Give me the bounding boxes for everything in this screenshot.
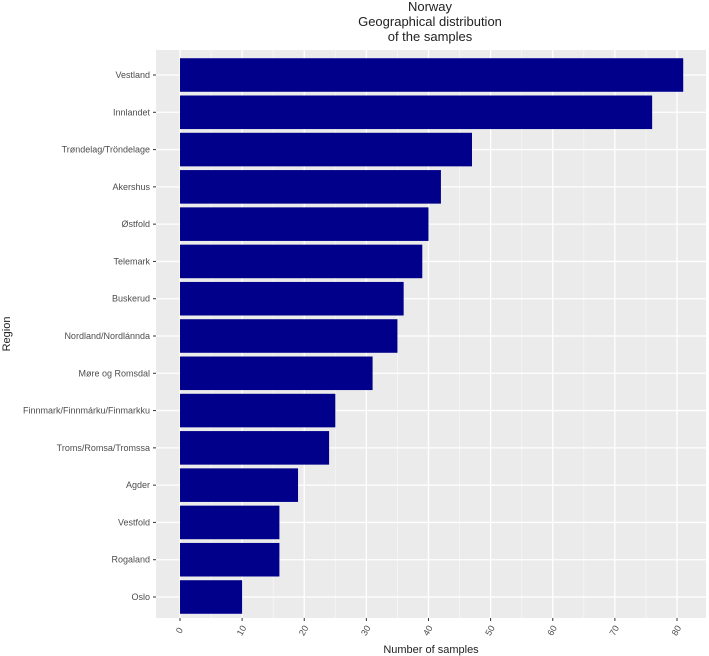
x-tick-label: 0	[174, 626, 185, 635]
y-tick-label: Innlandet	[113, 107, 151, 117]
bar	[180, 431, 330, 465]
bar	[180, 505, 280, 540]
bar	[180, 170, 441, 204]
y-axis-title: Region	[1, 317, 13, 352]
bar	[180, 319, 398, 353]
x-tick-label: 60	[545, 624, 559, 638]
y-tick-label: Telemark	[113, 256, 150, 266]
x-tick-label: 70	[607, 624, 621, 638]
chart-title-line-1: Norway	[408, 0, 453, 14]
y-tick-label: Troms/Romsa/Tromssa	[57, 443, 150, 453]
bar	[180, 542, 280, 577]
bar	[180, 393, 336, 428]
y-tick-label: Trøndelag/Tröndelage	[62, 145, 150, 155]
bar	[180, 132, 472, 167]
bars	[180, 58, 684, 614]
y-tick-label: Rogaland	[111, 555, 150, 565]
bar	[180, 468, 299, 502]
bar	[180, 207, 429, 241]
y-tick-label: Finnmark/Finnmárku/Finmarkku	[23, 406, 150, 416]
bar	[180, 356, 373, 391]
x-tick-labels: 0 10 20 30 40 50 60 70 80	[174, 618, 683, 637]
y-tick-label: Østfold	[121, 219, 150, 229]
bar	[180, 281, 404, 316]
y-tick-label: Agder	[126, 480, 150, 490]
bar	[180, 95, 653, 130]
y-tick-label: Nordland/Nordlánnda	[64, 331, 150, 341]
y-tick-label: Vestfold	[118, 517, 150, 527]
y-tick-label: Oslo	[131, 592, 150, 602]
x-tick-label: 30	[359, 624, 373, 638]
y-tick-labels: Vestland Innlandet Trøndelag/Tröndelage Ake…	[23, 70, 156, 602]
x-tick-label: 10	[235, 624, 249, 638]
x-tick-label: 20	[297, 624, 311, 638]
x-axis-title: Number of samples	[383, 644, 479, 656]
bar	[180, 580, 243, 614]
y-tick-label: Vestland	[115, 70, 150, 80]
y-tick-label: Møre og Romsdal	[78, 368, 150, 378]
x-tick-label: 50	[483, 624, 497, 638]
y-tick-label: Akershus	[112, 182, 150, 192]
chart-title-line-2: Geographical distribution	[358, 14, 502, 29]
bar	[180, 58, 684, 92]
y-tick-label: Buskerud	[112, 294, 150, 304]
x-tick-label: 80	[670, 624, 684, 638]
chart-title-line-3: of the samples	[388, 29, 473, 44]
x-tick-label: 40	[421, 624, 435, 638]
bar	[180, 244, 423, 279]
